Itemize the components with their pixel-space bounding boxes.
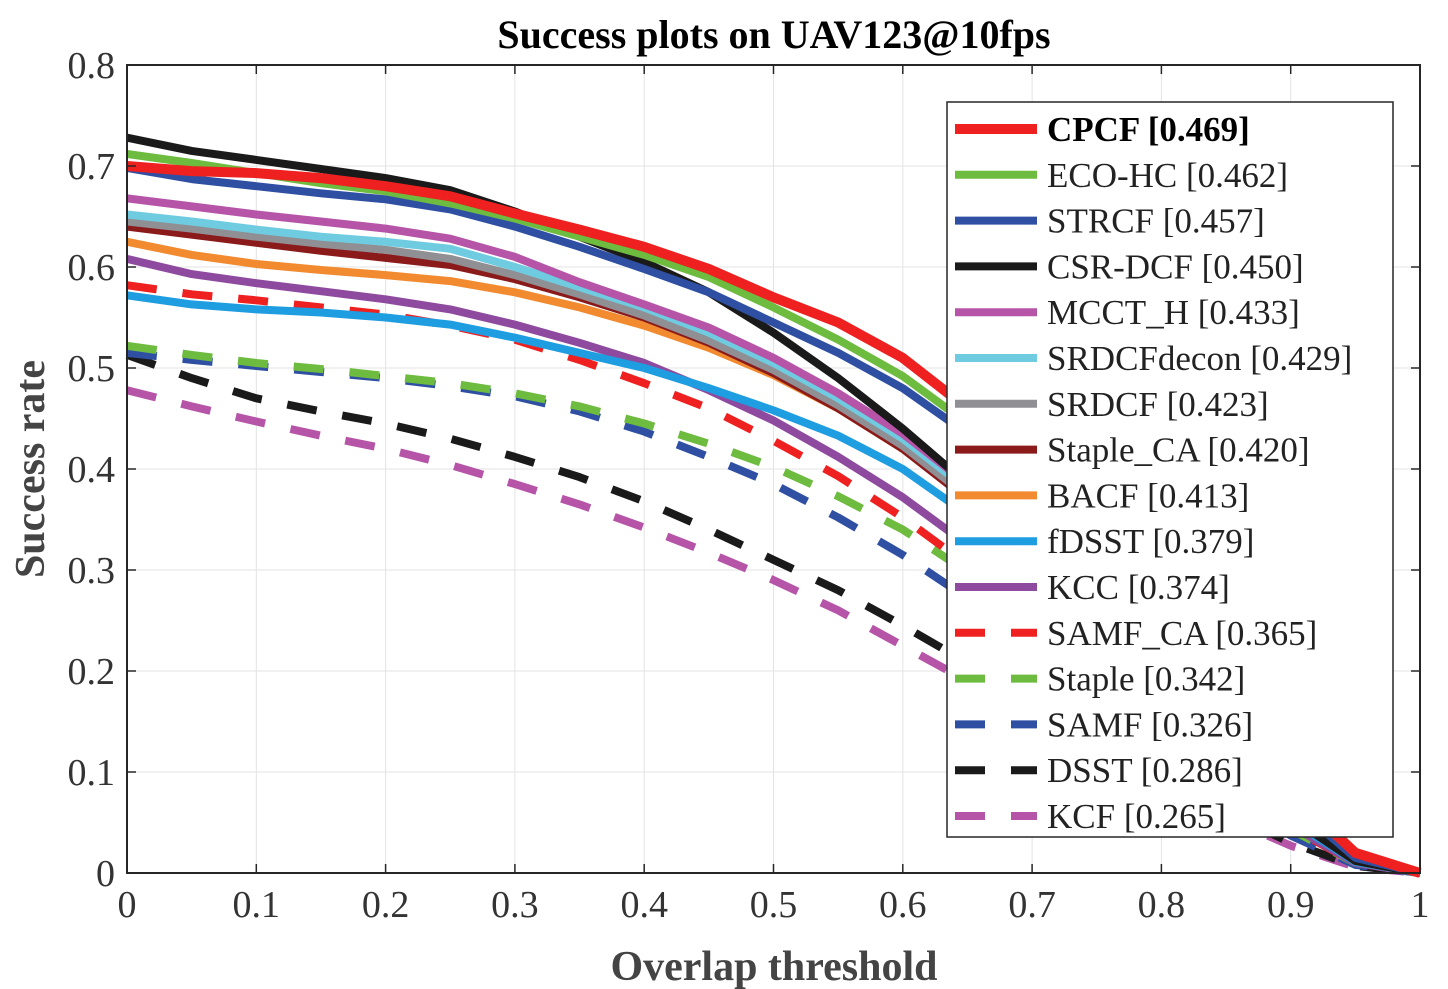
y-tick-label: 0.4 — [68, 449, 116, 491]
legend-label: fDSST [0.379] — [1047, 522, 1254, 561]
legend-label: SAMF [0.326] — [1047, 705, 1253, 744]
legend: CPCF [0.469] ECO-HC [0.462] STRCF [0.457] C… — [946, 101, 1394, 838]
legend-label: BACF [0.413] — [1047, 476, 1249, 515]
y-tick-label: 0.5 — [68, 348, 116, 390]
y-tick-label: 0.3 — [68, 550, 116, 592]
x-axis-label: Overlap threshold — [610, 944, 937, 989]
legend-label: STRCF [0.457] — [1047, 202, 1265, 241]
legend-label: MCCT_H [0.433] — [1047, 293, 1300, 332]
legend-label: Staple_CA [0.420] — [1047, 431, 1309, 470]
x-tick-label: 1 — [1411, 884, 1430, 926]
legend-label: CPCF [0.469] — [1047, 110, 1250, 149]
x-tick-label: 0.4 — [620, 884, 668, 926]
legend-label: DSST [0.286] — [1047, 751, 1243, 790]
y-tick-label: 0.6 — [68, 247, 116, 289]
y-tick-label: 0 — [96, 853, 115, 895]
y-tick-label: 0.8 — [68, 45, 116, 87]
legend-label: SAMF_CA [0.365] — [1047, 614, 1317, 653]
legend-label: Staple [0.342] — [1047, 660, 1245, 699]
legend-label: KCF [0.265] — [1047, 797, 1226, 836]
legend-label: SRDCFdecon [0.429] — [1047, 339, 1352, 378]
x-tick-label: 0.2 — [362, 884, 410, 926]
series-line-dsst — [125, 351, 1421, 877]
y-tick-label: 0.1 — [68, 752, 116, 794]
series-line-kcf — [126, 386, 1421, 877]
legend-label: ECO-HC [0.462] — [1047, 156, 1288, 195]
x-tick-label: 0.6 — [879, 884, 927, 926]
legend-label: SRDCF [0.423] — [1047, 385, 1269, 424]
x-tick-label: 0.1 — [233, 884, 281, 926]
x-tick-label: 0.9 — [1267, 884, 1315, 926]
x-tick-label: 0.3 — [491, 884, 539, 926]
x-tick-label: 0.5 — [750, 884, 798, 926]
legend-label: CSR-DCF [0.450] — [1047, 247, 1304, 286]
y-axis-label: Success rate — [8, 360, 54, 578]
y-tick-label: 0.2 — [68, 651, 116, 693]
x-tick-label: 0 — [118, 884, 137, 926]
y-tick-label: 0.7 — [68, 146, 116, 188]
x-tick-label: 0.7 — [1008, 884, 1056, 926]
legend-label: KCC [0.374] — [1047, 568, 1230, 607]
chart-title: Success plots on UAV123@10fps — [497, 12, 1050, 57]
x-tick-label: 0.8 — [1138, 884, 1186, 926]
axis-ticks: 0 0.1 0.2 0.3 0.4 0.5 0.6 0.7 0.8 0.9 1 0 0.1 0.2 0.3 0… — [68, 45, 1430, 926]
